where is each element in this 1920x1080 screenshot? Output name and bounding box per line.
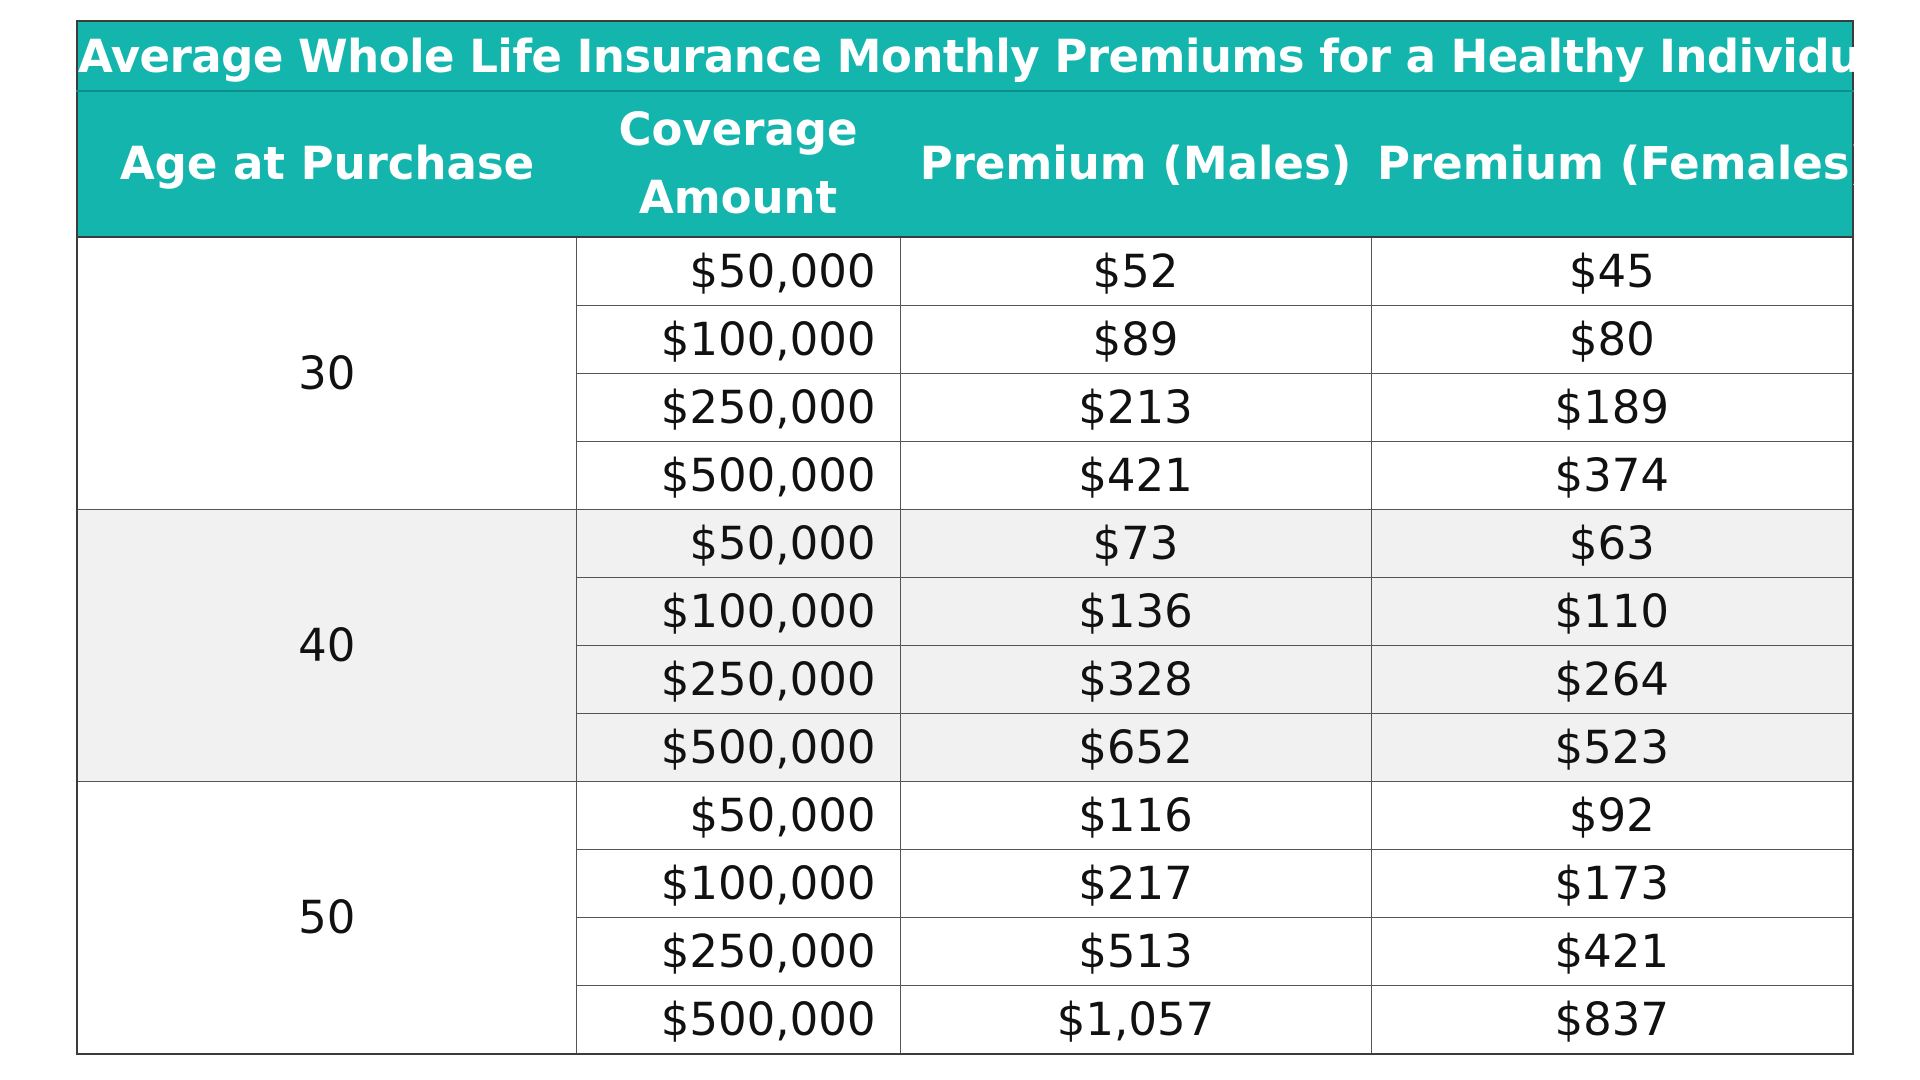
coverage-cell: $50,000 xyxy=(575,781,901,850)
coverage-cell: $500,000 xyxy=(575,713,901,782)
column-header-premium-males: Premium (Males) xyxy=(900,91,1371,238)
coverage-cell: $50,000 xyxy=(575,236,901,306)
coverage-cell: $500,000 xyxy=(575,441,901,510)
male-premium-cell: $652 xyxy=(899,713,1372,782)
table-row: $250,000 $513 $421 xyxy=(77,917,1855,986)
column-header-coverage: Coverage Amount xyxy=(576,91,900,238)
female-premium-cell: $374 xyxy=(1370,441,1855,510)
title-row: Average Whole Life Insurance Monthly Pre… xyxy=(75,20,1906,92)
coverage-cell: $500,000 xyxy=(575,985,901,1055)
male-premium-cell: $73 xyxy=(899,509,1372,578)
female-premium-cell: $80 xyxy=(1370,305,1855,374)
column-header-coverage-line1: Coverage xyxy=(618,103,858,156)
male-premium-cell: $513 xyxy=(899,917,1372,986)
table-title: Average Whole Life Insurance Monthly Pre… xyxy=(75,20,1906,92)
table-row: 50 $50,000 $116 $92 xyxy=(76,781,1855,1055)
age-cell: 50 xyxy=(76,781,577,1055)
age-cell: 40 xyxy=(76,509,577,782)
male-premium-cell: $52 xyxy=(899,236,1372,306)
female-premium-cell: $173 xyxy=(1370,849,1855,918)
table-row: $100,000 $89 $80 xyxy=(77,305,1855,374)
male-premium-cell: $421 xyxy=(899,441,1372,510)
table-row: $100,000 $217 $173 xyxy=(77,849,1855,918)
column-header-premium-females: Premium (Females) xyxy=(1371,91,1870,238)
premium-table: Average Whole Life Insurance Monthly Pre… xyxy=(75,20,1906,1055)
male-premium-cell: $136 xyxy=(899,577,1372,646)
table-body: 30 $50,000 $52 $45 $100,000 $89 $80 $250… xyxy=(76,236,1855,1055)
female-premium-cell: $523 xyxy=(1370,713,1855,782)
male-premium-cell: $1,057 xyxy=(899,985,1372,1055)
coverage-cell: $100,000 xyxy=(575,577,901,646)
table-row: $500,000 $1,057 $837 xyxy=(77,985,1855,1055)
female-premium-cell: $63 xyxy=(1370,509,1855,578)
coverage-cell: $250,000 xyxy=(575,917,901,986)
female-premium-cell: $45 xyxy=(1370,236,1855,306)
female-premium-cell: $264 xyxy=(1370,645,1855,714)
female-premium-cell: $189 xyxy=(1370,373,1855,442)
male-premium-cell: $116 xyxy=(899,781,1372,850)
male-premium-cell: $328 xyxy=(899,645,1372,714)
coverage-cell: $100,000 xyxy=(575,849,901,918)
coverage-cell: $100,000 xyxy=(575,305,901,374)
female-premium-cell: $92 xyxy=(1370,781,1855,850)
table-row: 40 $50,000 $73 $63 xyxy=(76,509,1855,782)
female-premium-cell: $837 xyxy=(1370,985,1855,1055)
table-row: $500,000 $652 $523 xyxy=(77,713,1855,782)
male-premium-cell: $217 xyxy=(899,849,1372,918)
coverage-cell: $250,000 xyxy=(575,373,901,442)
table-row: 30 $50,000 $52 $45 xyxy=(76,236,1855,510)
coverage-cell: $250,000 xyxy=(575,645,901,714)
female-premium-cell: $421 xyxy=(1370,917,1855,986)
coverage-cell: $50,000 xyxy=(575,509,901,578)
premium-table-container: Average Whole Life Insurance Monthly Pre… xyxy=(75,20,1906,1055)
table-row: $100,000 $136 $110 xyxy=(77,577,1855,646)
male-premium-cell: $213 xyxy=(899,373,1372,442)
table-row: $250,000 $328 $264 xyxy=(77,645,1855,714)
header-row: Age at Purchase Coverage Amount Premium (… xyxy=(76,91,1870,238)
column-header-age: Age at Purchase xyxy=(76,91,576,238)
female-premium-cell: $110 xyxy=(1370,577,1855,646)
column-header-coverage-line2: Amount xyxy=(638,171,838,224)
male-premium-cell: $89 xyxy=(899,305,1372,374)
table-row: $500,000 $421 $374 xyxy=(77,441,1855,510)
age-cell: 30 xyxy=(76,236,577,510)
